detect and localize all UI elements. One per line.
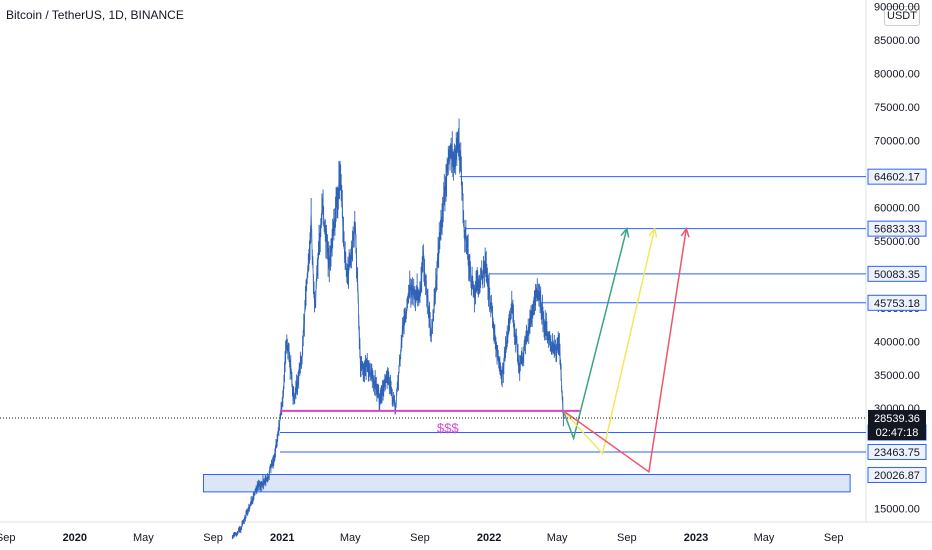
- price-tick-label: 35000.00: [874, 370, 920, 382]
- price-label-text: 20026.87: [874, 470, 920, 482]
- projection-arrow-head: [648, 226, 658, 238]
- time-tick-label: 2020: [63, 532, 87, 544]
- price-label-box: [867, 220, 927, 237]
- time-tick-label: 2023: [684, 532, 708, 544]
- price-label-box: [867, 466, 927, 483]
- price-tick-label: 80000.00: [874, 69, 920, 81]
- price-line: [232, 139, 564, 538]
- current-price-box: [868, 410, 926, 441]
- price-label-text: 45753.18: [874, 298, 920, 310]
- current-price-label: 28539.36: [874, 413, 920, 425]
- projection-arrows: [562, 226, 690, 474]
- horizontal-levels: [279, 176, 866, 453]
- time-tick-label: May: [547, 532, 568, 544]
- time-tick-label: May: [754, 532, 775, 544]
- time-tick-label: May: [340, 532, 361, 544]
- price-label-text: 50083.35: [874, 269, 920, 281]
- projection-arrow: [562, 228, 628, 441]
- time-tick-label: Sep: [203, 532, 223, 544]
- annotation-text: $$$: [437, 420, 459, 435]
- price-tick-label: 90000.00: [874, 2, 920, 14]
- projection-arrow-head: [620, 226, 630, 238]
- price-label-text: 64602.17: [874, 172, 920, 184]
- symbol-title: Bitcoin / TetherUS, 1D, BINANCE: [6, 8, 184, 22]
- time-tick-label: Sep: [0, 532, 15, 544]
- time-tick-label: May: [133, 532, 154, 544]
- currency-selector-button[interactable]: USDT: [884, 6, 920, 26]
- price-tick-label: 85000.00: [874, 35, 920, 47]
- projection-arrow: [562, 228, 688, 474]
- time-tick-label: 2022: [477, 532, 501, 544]
- price-tick-label: 55000.00: [874, 236, 920, 248]
- projection-arrow: [562, 228, 656, 456]
- time-tick-label: Sep: [617, 532, 637, 544]
- price-label-box: [867, 294, 927, 311]
- price-label-box: [867, 443, 927, 460]
- price-tick-label: 70000.00: [874, 136, 920, 148]
- price-series: [231, 118, 564, 540]
- projection-arrow-head: [680, 226, 690, 238]
- price-tick-label: 40000.00: [874, 336, 920, 348]
- price-tick-label: 75000.00: [874, 102, 920, 114]
- price-label-box: [867, 168, 927, 185]
- price-tick-label: 15000.00: [874, 504, 920, 516]
- bar-countdown-label: 02:47:18: [876, 427, 919, 439]
- time-axis: Sep 2020 May Sep 2021 May Sep 2022 May Sep 2023 May…: [0, 532, 843, 544]
- time-tick-label: Sep: [410, 532, 430, 544]
- demand-zone-rect: [202, 473, 851, 493]
- demand-zone: [202, 473, 851, 493]
- time-tick-label: 2021: [270, 532, 294, 544]
- price-label-box: [867, 265, 927, 282]
- price-label-text: 23463.75: [874, 447, 920, 459]
- price-tick-label: 60000.00: [874, 202, 920, 214]
- price-labels: 64602.1756833.3350083.3545753.1826365.26…: [867, 168, 927, 483]
- price-label-text: 56833.33: [874, 224, 920, 236]
- time-tick-label: Sep: [824, 532, 844, 544]
